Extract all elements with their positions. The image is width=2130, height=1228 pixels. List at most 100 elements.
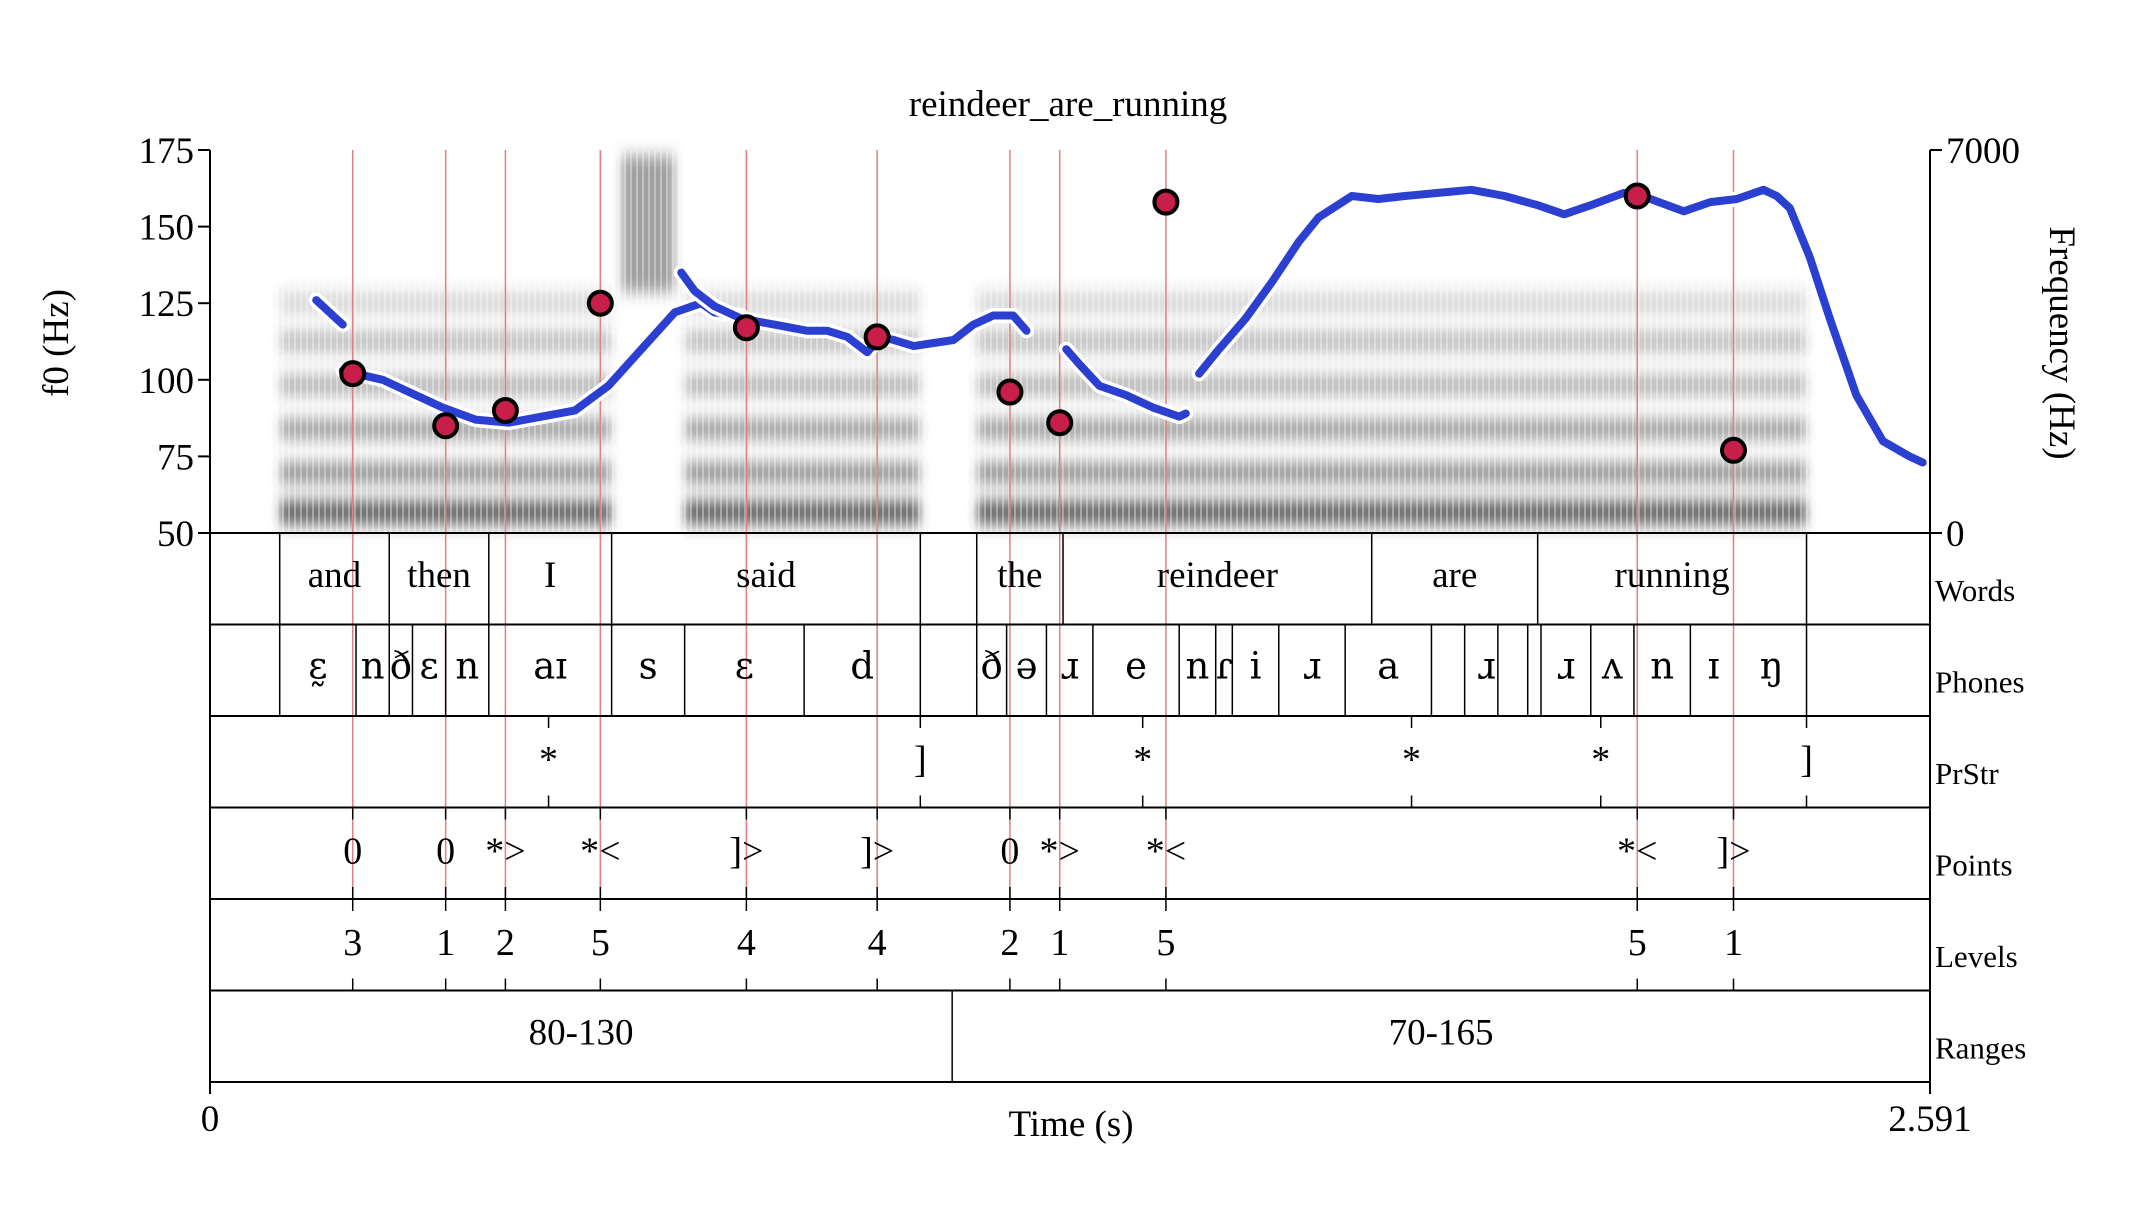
- tier-name: PrStr: [1935, 756, 1999, 791]
- tier-name: Phones: [1935, 664, 2025, 699]
- tier-point-label: 0: [436, 831, 455, 873]
- tier-label: aɪ: [533, 645, 567, 688]
- tier-point-label: *<: [580, 831, 620, 873]
- tier-label: ð: [981, 645, 1003, 688]
- tier-point-label: *<: [1617, 831, 1657, 873]
- tier-label: a: [1377, 645, 1399, 688]
- tier-prstr: PrStr *] * * *]: [209, 715, 1999, 809]
- tier-label: I: [544, 555, 556, 596]
- tier-point-label: 4: [868, 922, 887, 964]
- tier-point-label: *>: [1039, 831, 1079, 873]
- tier-point-label: 1: [1050, 922, 1069, 964]
- pitch-target-point: [1046, 409, 1074, 437]
- tier-point-label: 2: [496, 922, 515, 964]
- tier-label: ð: [390, 645, 412, 688]
- tier-label: running: [1615, 555, 1730, 596]
- annotation-markers: [351, 150, 1735, 899]
- tier-label: e: [1125, 645, 1147, 688]
- tier-label: s: [639, 645, 658, 688]
- tier-label: d: [850, 645, 874, 688]
- tier-label: n: [1650, 645, 1674, 688]
- tier-label: ɹ: [1477, 645, 1496, 688]
- pitch-target-point: [586, 289, 614, 317]
- tier-name: Levels: [1935, 939, 2018, 974]
- x-tick-label: 0: [201, 1099, 220, 1140]
- tier-point-label: *: [1402, 739, 1421, 781]
- tier-point-label: 1: [436, 922, 455, 964]
- tier-label: ɛ: [735, 645, 754, 688]
- tier-point-label: 5: [1156, 922, 1175, 964]
- pitch-targets: [339, 182, 1748, 464]
- tier-label: the: [997, 555, 1042, 596]
- chart-title: reindeer_are_running: [909, 84, 1227, 125]
- tier-point-label: 1: [1724, 922, 1743, 964]
- tier-label: ʌ: [1601, 645, 1623, 688]
- y-axis-label-right: Frequency (Hz): [2041, 226, 2082, 459]
- tier-label: ŋ: [1760, 645, 1784, 688]
- spectrogram: [210, 150, 1930, 533]
- tier-label: ə: [1016, 645, 1038, 688]
- tier-label: ɪ: [1708, 645, 1720, 688]
- tier-frame: [209, 989, 1931, 1083]
- tier-name: Points: [1935, 847, 2013, 882]
- y-tick-label-right: 0: [1946, 514, 1965, 555]
- tier-point-label: *: [539, 739, 558, 781]
- pitch-segment-line-1: [312, 296, 347, 329]
- y-tick-label-left: 75: [157, 437, 194, 478]
- tier-label: i: [1250, 645, 1262, 688]
- tier-point-label: *>: [485, 831, 525, 873]
- pitch-target-point: [491, 396, 519, 424]
- y-tick-label-left: 50: [157, 514, 194, 555]
- pitch-segment-line-5: [1195, 185, 1927, 467]
- tier-point-label: 5: [591, 922, 610, 964]
- tier-label: ɹ: [1303, 645, 1322, 688]
- pitch-segment-line-4: [1062, 345, 1190, 421]
- tier-label: 70-165: [1389, 1013, 1494, 1054]
- tier-frame: [209, 898, 1931, 992]
- tier-label: ɛ: [419, 645, 438, 688]
- pitch-target-point: [1720, 436, 1748, 464]
- tier-point-label: 5: [1628, 922, 1647, 964]
- tier-label: ɛ̰: [308, 645, 327, 688]
- tier-label: reindeer: [1157, 555, 1278, 596]
- tier-points: Points 0 0 *> *<]>]> 0 *> *< *<]>: [209, 806, 2013, 900]
- tier-label: ɾ: [1216, 645, 1233, 688]
- tier-point-label: ]>: [860, 831, 894, 873]
- tier-label: n: [455, 645, 479, 688]
- x-tick-label: 2.591: [1888, 1099, 1971, 1140]
- x-axis-label: Time (s): [1008, 1104, 1133, 1145]
- pitch-segment-line-2: [338, 299, 746, 427]
- pitch-target-point: [339, 360, 367, 388]
- tier-point-label: *: [1133, 739, 1152, 781]
- tier-point-label: 4: [737, 922, 756, 964]
- tier-point-label: ]>: [1716, 831, 1750, 873]
- tier-frame: [209, 715, 1931, 809]
- tier-point-label: ]: [914, 739, 927, 781]
- y-tick-label-left: 100: [139, 361, 195, 402]
- tier-label: n: [1186, 645, 1210, 688]
- tier-name: Words: [1935, 573, 2015, 608]
- tier-point-label: 3: [343, 922, 362, 964]
- tier-point-label: *<: [1146, 831, 1186, 873]
- tier-label: then: [407, 555, 471, 596]
- y-tick-label-left: 175: [139, 131, 195, 172]
- pitch-target-point: [732, 314, 760, 342]
- tier-point-label: 2: [1000, 922, 1019, 964]
- tier-ranges: Ranges 80-130 70-165: [209, 989, 2026, 1083]
- y-tick-label-right: 7000: [1946, 131, 2020, 172]
- pitch-target-point: [1623, 182, 1651, 210]
- tier-label: n: [361, 645, 385, 688]
- tier-label: and: [308, 555, 362, 596]
- tier-point-label: ]: [1800, 739, 1813, 781]
- tier-label: 80-130: [529, 1013, 634, 1054]
- tier-point-label: *: [1591, 739, 1610, 781]
- y-tick-label-left: 125: [139, 284, 195, 325]
- tier-point-label: 0: [343, 831, 362, 873]
- tier-name: Ranges: [1935, 1030, 2026, 1065]
- pitch-target-point: [1152, 188, 1180, 216]
